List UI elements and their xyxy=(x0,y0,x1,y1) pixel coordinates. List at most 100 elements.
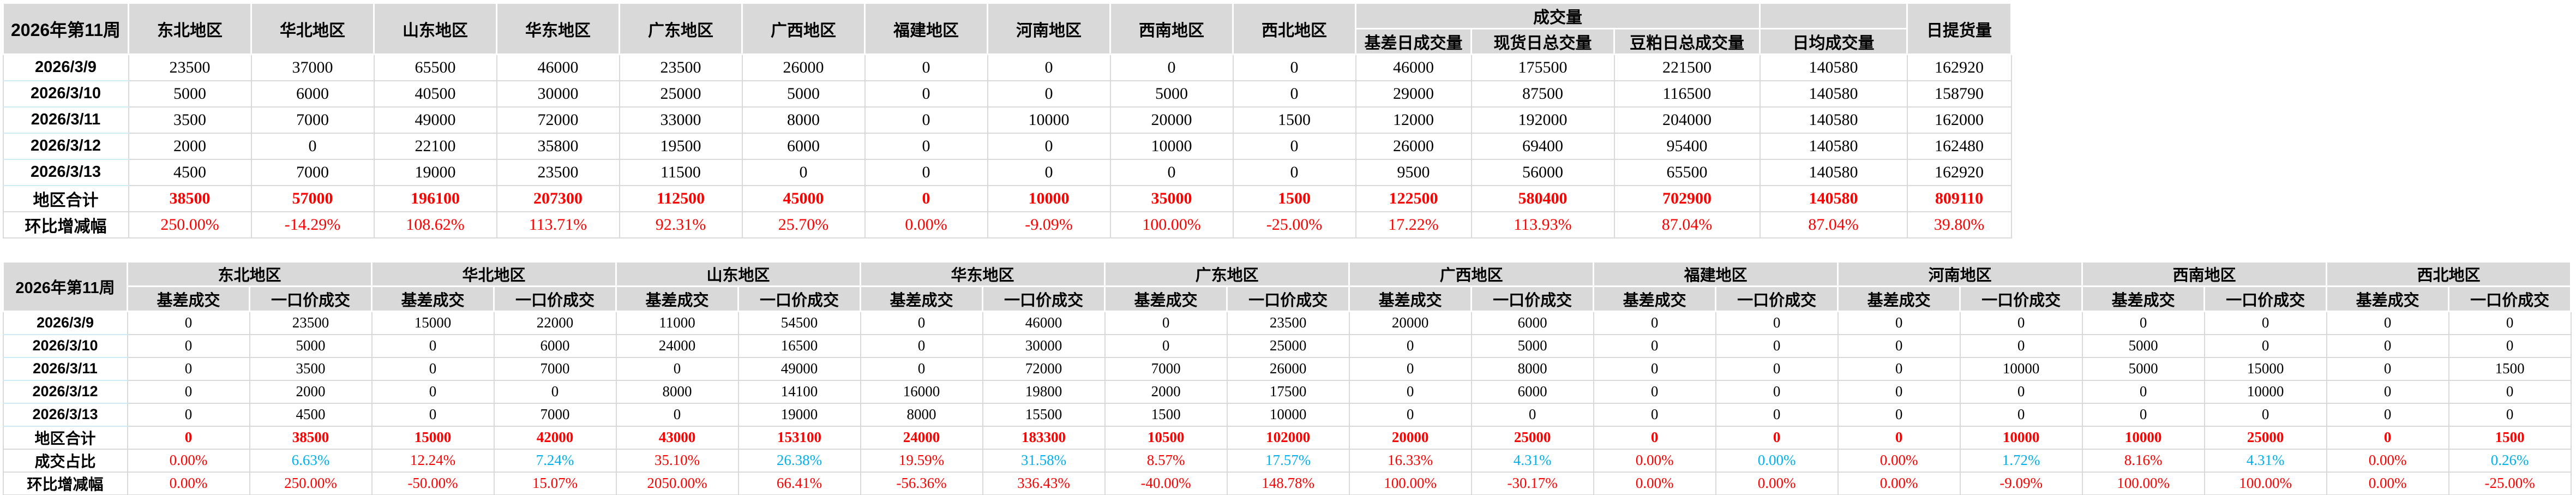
value-cell[interactable]: 0 xyxy=(1348,379,1472,404)
total-value-cell[interactable]: 1500 xyxy=(1232,184,1356,212)
region-header-cell[interactable]: 山东地区 xyxy=(373,2,497,55)
value-cell[interactable]: 0 xyxy=(1232,80,1356,108)
wow-value-cell[interactable]: 92.31% xyxy=(619,211,743,238)
value-cell[interactable]: 0 xyxy=(1837,402,1961,427)
value-cell[interactable]: 0 xyxy=(860,356,983,381)
total-value-cell[interactable]: 43000 xyxy=(615,425,739,450)
region-header-cell[interactable]: 西南地区 xyxy=(1109,2,1234,55)
wow-value-cell[interactable]: 336.43% xyxy=(982,471,1106,495)
share-label-cell[interactable]: 成交占比 xyxy=(2,448,128,473)
value-cell[interactable]: 0 xyxy=(860,311,983,335)
value-cell[interactable]: 49000 xyxy=(373,106,497,134)
value-cell[interactable]: 69400 xyxy=(1470,132,1615,160)
value-cell[interactable]: 2000 xyxy=(1104,379,1228,404)
region-header-cell[interactable]: 西北地区 xyxy=(2326,261,2572,287)
pickup-volume-header-cell[interactable]: 日提货量 xyxy=(1906,2,2012,55)
share-value-cell[interactable]: 4.31% xyxy=(2203,448,2327,473)
total-value-cell[interactable]: 15000 xyxy=(371,425,495,450)
deal-type-header-cell[interactable]: 一口价成交 xyxy=(1715,285,1839,312)
value-cell[interactable]: 19000 xyxy=(373,158,497,186)
share-value-cell[interactable]: 0.00% xyxy=(1715,448,1839,473)
value-cell[interactable]: 0 xyxy=(1232,132,1356,160)
value-cell[interactable]: 8000 xyxy=(860,402,983,427)
wow-value-cell[interactable]: 0.00% xyxy=(127,471,250,495)
value-cell[interactable]: 0 xyxy=(987,80,1111,108)
region-header-cell[interactable]: 西北地区 xyxy=(1232,2,1356,55)
value-cell[interactable]: 0 xyxy=(1837,333,1961,358)
wow-value-cell[interactable]: -30.17% xyxy=(1470,471,1594,495)
value-cell[interactable]: 0 xyxy=(1959,402,2083,427)
region-header-cell[interactable]: 华北地区 xyxy=(371,261,617,287)
value-cell[interactable]: 0 xyxy=(371,379,495,404)
total-value-cell[interactable]: 42000 xyxy=(493,425,617,450)
value-cell[interactable]: 0 xyxy=(1837,379,1961,404)
value-cell[interactable]: 0 xyxy=(1104,333,1228,358)
value-cell[interactable]: 0 xyxy=(2081,379,2205,404)
value-cell[interactable]: 8000 xyxy=(615,379,739,404)
wow-value-cell[interactable]: 87.04% xyxy=(1613,211,1761,238)
value-cell[interactable]: 0 xyxy=(1109,53,1234,81)
wow-value-cell[interactable]: 39.80% xyxy=(1906,211,2012,238)
share-value-cell[interactable]: 0.00% xyxy=(1593,448,1716,473)
date-cell[interactable]: 2026/3/9 xyxy=(2,311,128,335)
deal-type-header-cell[interactable]: 一口价成交 xyxy=(737,285,862,312)
value-cell[interactable]: 5000 xyxy=(128,80,252,108)
value-cell[interactable]: 15000 xyxy=(371,311,495,335)
total-value-cell[interactable]: 0 xyxy=(2326,425,2449,450)
value-cell[interactable]: 23500 xyxy=(1226,311,1350,335)
region-header-cell[interactable]: 广东地区 xyxy=(619,2,743,55)
value-cell[interactable]: 0 xyxy=(2203,311,2327,335)
value-cell[interactable]: 158790 xyxy=(1906,80,2012,108)
deal-type-header-cell[interactable]: 一口价成交 xyxy=(982,285,1106,312)
region-header-cell[interactable]: 东北地区 xyxy=(126,261,373,287)
value-cell[interactable]: 0 xyxy=(741,158,866,186)
volume-group-header-cell[interactable]: 成交量 xyxy=(1355,2,1761,29)
volume-header-cell[interactable]: 日均成交量 xyxy=(1759,28,1908,55)
value-cell[interactable]: 35800 xyxy=(496,132,620,160)
value-cell[interactable]: 6000 xyxy=(1470,379,1594,404)
value-cell[interactable]: 0 xyxy=(1959,333,2083,358)
value-cell[interactable]: 11500 xyxy=(619,158,743,186)
value-cell[interactable]: 0 xyxy=(2081,311,2205,335)
value-cell[interactable]: 72000 xyxy=(982,356,1106,381)
total-value-cell[interactable]: 10000 xyxy=(987,184,1111,212)
wow-value-cell[interactable]: 0.00% xyxy=(1837,471,1961,495)
value-cell[interactable]: 0 xyxy=(1837,356,1961,381)
value-cell[interactable]: 5000 xyxy=(249,333,373,358)
total-value-cell[interactable]: 196100 xyxy=(373,184,497,212)
value-cell[interactable]: 0 xyxy=(1837,311,1961,335)
total-label-cell[interactable]: 地区合计 xyxy=(2,184,129,212)
date-cell[interactable]: 2026/3/13 xyxy=(2,158,129,186)
value-cell[interactable]: 22000 xyxy=(493,311,617,335)
value-cell[interactable]: 9500 xyxy=(1355,158,1472,186)
value-cell[interactable]: 17500 xyxy=(1226,379,1350,404)
value-cell[interactable]: 22100 xyxy=(373,132,497,160)
total-value-cell[interactable]: 0 xyxy=(1593,425,1716,450)
value-cell[interactable]: 5000 xyxy=(741,80,866,108)
deal-type-header-cell[interactable]: 一口价成交 xyxy=(1226,285,1350,312)
volume-header-cell[interactable]: 现货日总交量 xyxy=(1470,28,1615,55)
value-cell[interactable]: 0 xyxy=(1109,158,1234,186)
total-value-cell[interactable]: 809110 xyxy=(1906,184,2012,212)
value-cell[interactable]: 0 xyxy=(1348,333,1472,358)
value-cell[interactable]: 140580 xyxy=(1759,80,1908,108)
value-cell[interactable]: 162920 xyxy=(1906,53,2012,81)
value-cell[interactable]: 15500 xyxy=(982,402,1106,427)
deal-type-header-cell[interactable]: 基差成交 xyxy=(1104,285,1228,312)
total-value-cell[interactable]: 20000 xyxy=(1348,425,1472,450)
deal-type-header-cell[interactable]: 基差成交 xyxy=(1593,285,1717,312)
value-cell[interactable]: 0 xyxy=(127,356,250,381)
total-value-cell[interactable]: 0 xyxy=(864,184,988,212)
wow-value-cell[interactable]: 100.00% xyxy=(1348,471,1472,495)
total-value-cell[interactable]: 10500 xyxy=(1104,425,1228,450)
share-value-cell[interactable]: 26.38% xyxy=(737,448,861,473)
wow-value-cell[interactable]: -9.09% xyxy=(987,211,1111,238)
value-cell[interactable]: 16500 xyxy=(737,333,861,358)
date-cell[interactable]: 2026/3/10 xyxy=(2,80,129,108)
deal-type-header-cell[interactable]: 一口价成交 xyxy=(248,285,373,312)
region-header-cell[interactable]: 山东地区 xyxy=(615,261,862,287)
value-cell[interactable]: 0 xyxy=(127,333,250,358)
share-value-cell[interactable]: 0.00% xyxy=(127,448,250,473)
deal-type-header-cell[interactable]: 基差成交 xyxy=(2326,285,2450,312)
wow-value-cell[interactable]: 25.70% xyxy=(741,211,866,238)
